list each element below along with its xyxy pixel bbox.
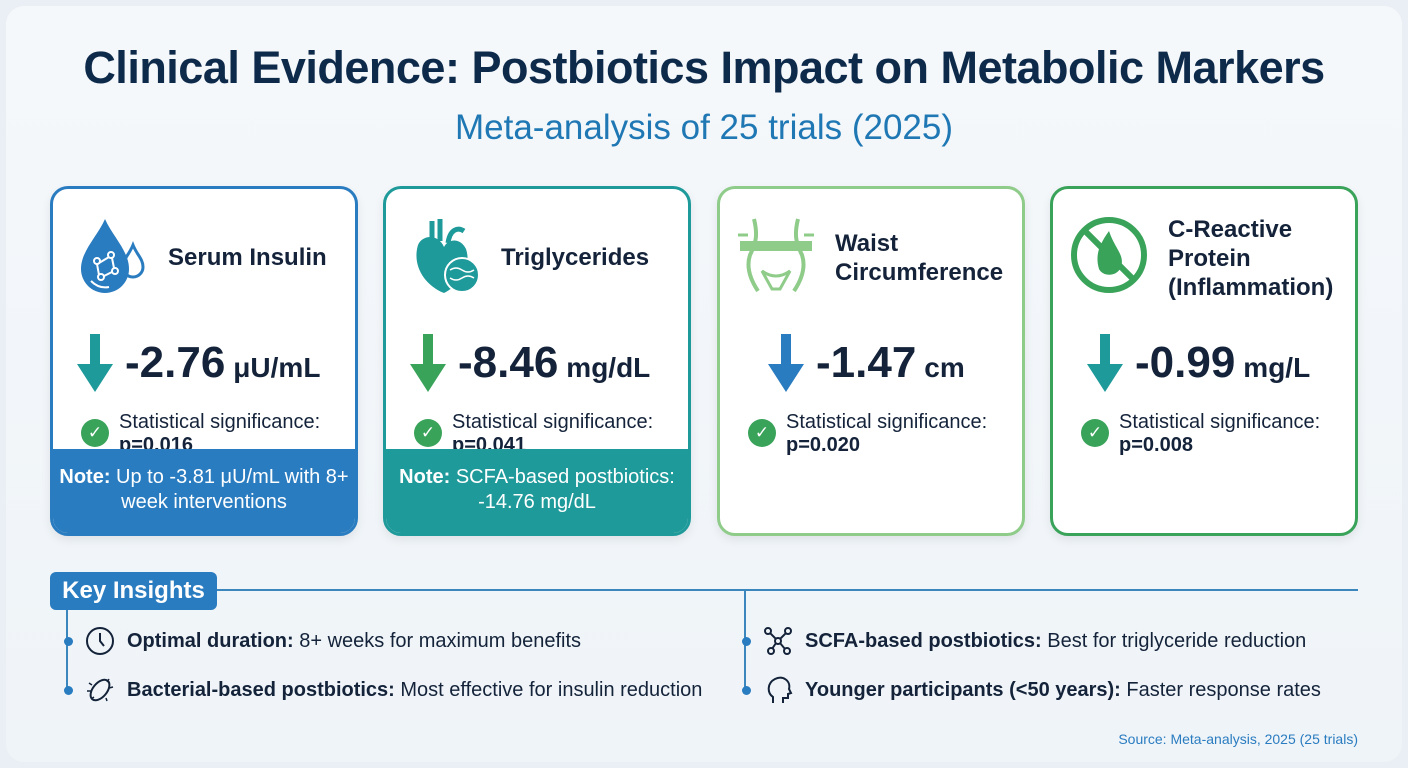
arrow-down-icon: [77, 334, 113, 392]
card-triglycerides: Triglycerides -8.46 mg/dL ✓ Statistical si…: [383, 186, 691, 536]
clock-icon: [86, 627, 114, 655]
page-title: Clinical Evidence: Postbiotics Impact on…: [83, 42, 1325, 93]
check-icon: ✓: [1081, 419, 1109, 447]
waist-measure-icon: [738, 218, 814, 293]
insight-bold: Younger participants (<50 years):: [805, 678, 1121, 701]
key-insights-label: Key Insights: [50, 572, 217, 610]
note-label: Note:: [59, 466, 111, 488]
insight-bold: Optimal duration:: [127, 629, 294, 652]
no-inflammation-icon: [1071, 217, 1147, 293]
significance-label: Statistical significance:: [452, 411, 654, 433]
significance-label: Statistical significance:: [786, 411, 988, 433]
card-unit: mg/L: [1243, 352, 1311, 383]
card-serum-insulin: Serum Insulin -2.76 μU/mL ✓ Statistical si…: [50, 186, 358, 536]
card-unit: μU/mL: [233, 352, 321, 383]
card-title: Triglycerides: [501, 244, 650, 271]
card-c-reactive-protein: C-Reactive Protein (Inflammation) -0.99 m…: [1050, 186, 1358, 536]
arrow-down-icon: [768, 334, 804, 392]
insight-text: Most effective for insulin reduction: [394, 678, 703, 701]
divider-line: [217, 589, 1358, 591]
page-subtitle: Meta-analysis of 25 trials (2025): [455, 108, 953, 147]
insulin-drop-icon: [81, 219, 145, 293]
molecule-icon: [764, 627, 792, 655]
note-text: Up to -3.81 μU/mL with 8+ week intervent…: [110, 466, 349, 513]
check-icon: ✓: [414, 419, 442, 447]
card-unit: mg/dL: [566, 352, 651, 383]
insight-bold: Bacterial-based postbiotics:: [127, 678, 395, 701]
significance-label: Statistical significance:: [1119, 411, 1321, 433]
insight-item: Optimal duration: 8+ weeks for maximum b…: [64, 626, 581, 656]
bacteria-icon: [87, 678, 114, 702]
check-icon: ✓: [748, 419, 776, 447]
card-title: Waist Circumference: [835, 230, 1004, 286]
p-value: p=0.020: [786, 434, 860, 456]
note-text: SCFA-based postbiotics: -14.76 mg/dL: [450, 466, 675, 513]
insight-text: Faster response rates: [1120, 678, 1321, 701]
insight-item: SCFA-based postbiotics: Best for triglyc…: [742, 626, 1306, 656]
arrow-down-icon: [1087, 334, 1123, 392]
card-title: Serum Insulin: [168, 244, 327, 271]
insight-text: 8+ weeks for maximum benefits: [293, 629, 582, 652]
card-value: -0.99: [1135, 338, 1236, 387]
connector-line: [66, 610, 68, 691]
insight-text: Best for triglyceride reduction: [1041, 629, 1307, 652]
insight-item: Younger participants (<50 years): Faster…: [742, 675, 1321, 705]
insight-item: Bacterial-based postbiotics: Most effect…: [64, 675, 702, 705]
card-title: C-Reactive Protein (Inflammation): [1168, 216, 1334, 301]
p-value: p=0.008: [1119, 434, 1193, 456]
card-value: -8.46: [458, 338, 559, 387]
arrow-down-icon: [410, 334, 446, 392]
note-label: Note:: [399, 466, 451, 488]
card-value: -2.76: [125, 338, 226, 387]
card-waist-circumference: Waist Circumference -1.47 cm ✓ Statistical…: [717, 186, 1025, 536]
heart-icon: [416, 219, 480, 293]
card-value: -1.47: [816, 338, 917, 387]
significance-label: Statistical significance:: [119, 411, 321, 433]
insight-bold: SCFA-based postbiotics:: [805, 629, 1042, 652]
source-note: Source: Meta-analysis, 2025 (25 trials): [1118, 731, 1358, 747]
card-unit: cm: [924, 352, 965, 383]
card-note: Note: SCFA-based postbiotics: -14.76 mg/…: [386, 449, 688, 533]
card-note: Note: Up to -3.81 μU/mL with 8+ week int…: [53, 449, 355, 533]
check-icon: ✓: [81, 419, 109, 447]
head-profile-icon: [767, 676, 793, 703]
